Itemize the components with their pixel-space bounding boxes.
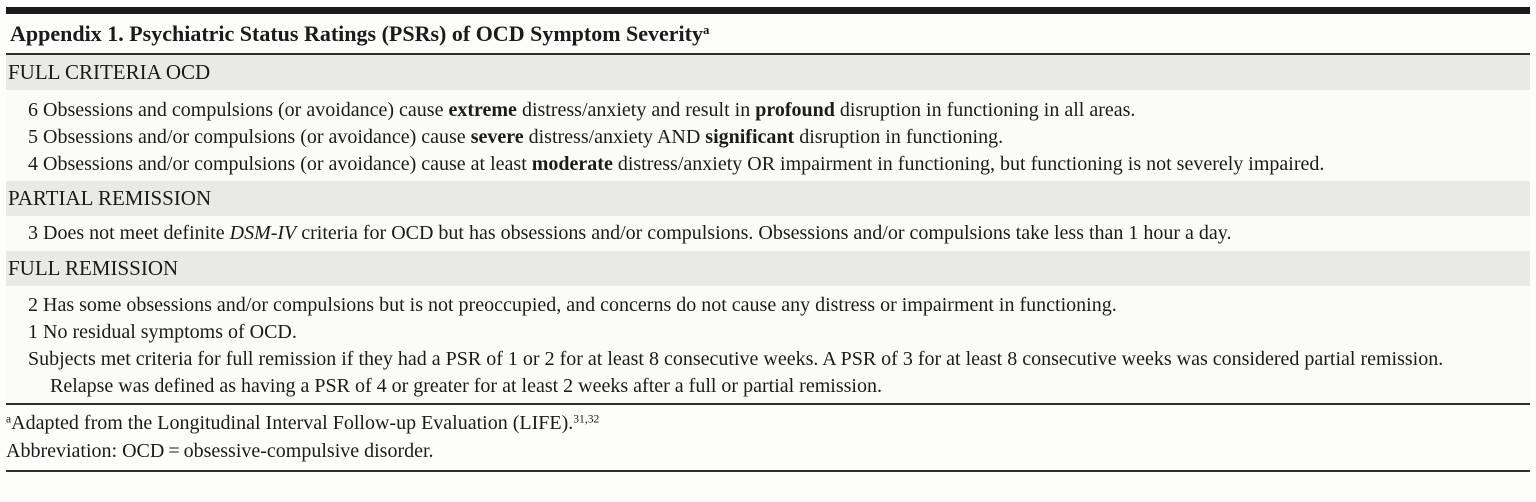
psr-row-6: 6 Obsessions and compulsions (or avoidan…	[6, 97, 1530, 124]
psr-rating: 1	[28, 321, 38, 343]
row-text: Obsessions and/or compulsions (or avoida…	[43, 153, 1325, 175]
row-text: Does not meet definite DSM-IV criteria f…	[43, 222, 1232, 244]
section-header-band: PARTIAL REMISSION	[6, 181, 1530, 216]
psr-rating: 6	[28, 99, 38, 121]
top-rule	[6, 7, 1530, 14]
footnotes: aAdapted from the Longitudinal Interval …	[6, 405, 1530, 470]
psr-rating: 2	[28, 294, 38, 316]
psr-row-4: 4 Obsessions and/or compulsions (or avoi…	[6, 151, 1530, 178]
section-body: 3 Does not meet definite DSM-IV criteria…	[6, 216, 1530, 251]
table-title: Appendix 1. Psychiatric Status Ratings (…	[10, 20, 710, 46]
section-header-label: FULL CRITERIA OCD	[8, 60, 211, 84]
section-full-criteria-ocd: FULL CRITERIA OCD 6 Obsessions and compul…	[6, 55, 1530, 181]
remission-note-row: Subjects met criteria for full remission…	[6, 346, 1530, 400]
row-text: No residual symptoms of OCD.	[43, 321, 297, 343]
footnote-1: aAdapted from the Longitudinal Interval …	[6, 412, 600, 434]
section-header-band: FULL CRITERIA OCD	[6, 55, 1530, 90]
section-body: 2 Has some obsessions and/or compulsions…	[6, 286, 1530, 403]
psr-row-5: 5 Obsessions and/or compulsions (or avoi…	[6, 124, 1530, 151]
section-body: 6 Obsessions and compulsions (or avoidan…	[6, 90, 1530, 181]
psr-row-1: 1 No residual symptoms of OCD.	[6, 319, 1530, 346]
row-text: Obsessions and/or compulsions (or avoida…	[43, 126, 1004, 148]
psr-rating: 5	[28, 126, 38, 148]
footnote-2: Abbreviation: OCD = obsessive-compulsive…	[6, 440, 434, 462]
section-partial-remission: PARTIAL REMISSION 3 Does not meet definit…	[6, 181, 1530, 251]
footnote-divider-rule	[6, 403, 1530, 405]
title-row: Appendix 1. Psychiatric Status Ratings (…	[6, 14, 1530, 53]
row-text: Obsessions and compulsions (or avoidance…	[43, 99, 1136, 121]
psr-rating: 4	[28, 153, 38, 175]
bottom-rule	[6, 470, 1530, 472]
section-header-band: FULL REMISSION	[6, 251, 1530, 286]
row-text: Has some obsessions and/or compulsions b…	[43, 294, 1117, 316]
psr-rating: 3	[28, 222, 38, 244]
section-header-label: PARTIAL REMISSION	[8, 186, 212, 210]
psr-row-2: 2 Has some obsessions and/or compulsions…	[6, 292, 1530, 319]
title-divider-rule	[6, 53, 1530, 55]
psr-row-3: 3 Does not meet definite DSM-IV criteria…	[6, 220, 1530, 247]
section-full-remission: FULL REMISSION 2 Has some obsessions and/…	[6, 251, 1530, 403]
sections-container: FULL CRITERIA OCD 6 Obsessions and compul…	[6, 55, 1530, 403]
section-header-label: FULL REMISSION	[8, 256, 179, 280]
row-text: Subjects met criteria for full remission…	[28, 348, 1444, 397]
